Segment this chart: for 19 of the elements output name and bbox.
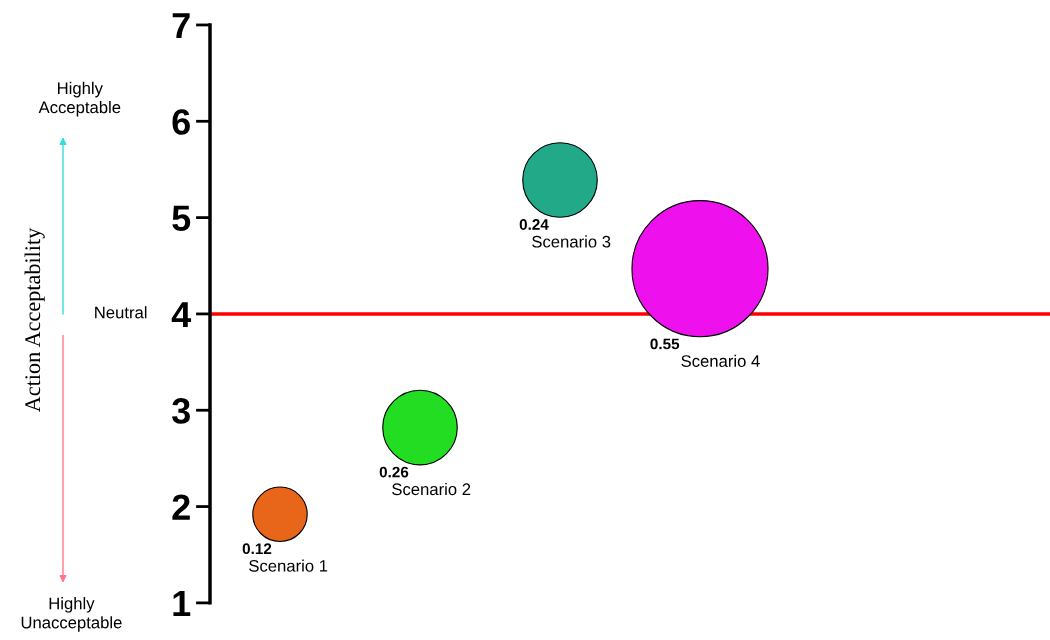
text: Neutral [95, 306, 147, 319]
series-label: Scenario 1 [249, 559, 328, 572]
y-tick-label: 6 [172, 109, 190, 135]
series-label: Scenario 2 [392, 482, 471, 496]
y-tick-label: 5 [172, 205, 191, 232]
annotation: 0.12 [242, 543, 272, 555]
annotation: 0.26 [379, 466, 409, 478]
y-tick-label: 1 [173, 591, 191, 616]
series-label: Scenario 3 [532, 235, 611, 248]
text: Action Acceptability [24, 227, 45, 413]
y-tick-label: 7 [172, 13, 190, 39]
y-tick-label: 3 [172, 398, 190, 424]
text: Highly Acceptable [38, 81, 121, 117]
y-tick-label: 4 [171, 302, 192, 327]
series-label: Scenario 4 [681, 354, 760, 367]
y-tick-label: 2 [172, 494, 190, 520]
text: Highly Unacceptable [21, 597, 122, 632]
annotation: 0.55 [650, 338, 680, 350]
annotation: 0.24 [519, 219, 549, 230]
